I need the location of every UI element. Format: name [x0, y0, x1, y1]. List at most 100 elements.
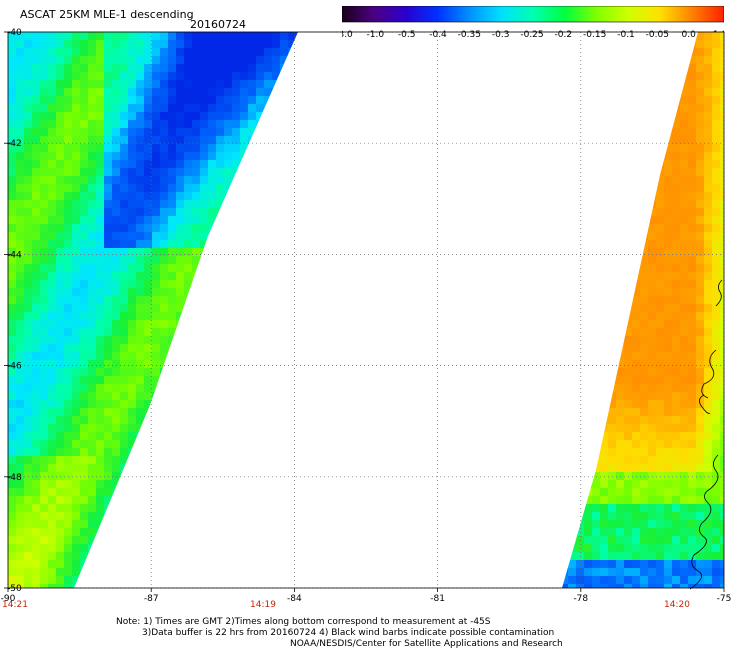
- heatmap-cell: [80, 184, 88, 192]
- heatmap-cell: [664, 144, 672, 152]
- heatmap-cell: [272, 160, 280, 168]
- heatmap-cell: [40, 496, 48, 504]
- heatmap-cell: [264, 192, 272, 200]
- heatmap-cell: [24, 336, 32, 344]
- heatmap-cell: [16, 360, 24, 368]
- heatmap-cell: [104, 184, 112, 192]
- heatmap-cell: [624, 232, 632, 240]
- heatmap-cell: [616, 200, 624, 208]
- heatmap-cell: [200, 512, 208, 520]
- heatmap-cell: [88, 448, 96, 456]
- heatmap-cell: [32, 176, 40, 184]
- heatmap-cell: [296, 152, 298, 160]
- heatmap-cell: [232, 96, 240, 104]
- heatmap-cell: [104, 544, 112, 552]
- heatmap-cell: [712, 136, 720, 144]
- heatmap-cell: [152, 288, 160, 296]
- heatmap-cell: [208, 376, 216, 384]
- heatmap-cell: [248, 72, 256, 80]
- heatmap-cell: [680, 528, 688, 536]
- heatmap-cell: [152, 520, 160, 528]
- heatmap-cell: [64, 400, 72, 408]
- heatmap-cell: [64, 312, 72, 320]
- heatmap-cell: [216, 272, 224, 280]
- heatmap-cell: [696, 408, 704, 416]
- heatmap-cell: [264, 232, 272, 240]
- heatmap-cell: [296, 80, 298, 88]
- heatmap-cell: [32, 384, 40, 392]
- heatmap-cell: [568, 192, 576, 200]
- heatmap-cell: [208, 360, 216, 368]
- heatmap-cell: [584, 416, 592, 424]
- heatmap-cell: [168, 392, 176, 400]
- heatmap-cell: [104, 528, 112, 536]
- heatmap-cell: [32, 264, 40, 272]
- heatmap-cell: [720, 224, 724, 232]
- heatmap-cell: [48, 328, 56, 336]
- heatmap-cell: [144, 424, 152, 432]
- heatmap-cell: [640, 432, 648, 440]
- heatmap-cell: [608, 496, 616, 504]
- heatmap-cell: [200, 144, 208, 152]
- heatmap-cell: [576, 96, 584, 104]
- heatmap-cell: [96, 136, 104, 144]
- heatmap-cell: [112, 112, 120, 120]
- heatmap-cell: [16, 80, 24, 88]
- heatmap-cell: [240, 96, 248, 104]
- heatmap-cell: [720, 88, 724, 96]
- heatmap-cell: [232, 128, 240, 136]
- heatmap-cell: [562, 256, 568, 264]
- heatmap-cell: [704, 360, 712, 368]
- heatmap-cell: [184, 88, 192, 96]
- heatmap-cell: [64, 256, 72, 264]
- heatmap-cell: [32, 72, 40, 80]
- heatmap-cell: [696, 456, 704, 464]
- time-label-mid: 14:19: [250, 600, 276, 610]
- heatmap-cell: [48, 568, 56, 576]
- heatmap-cell: [32, 456, 40, 464]
- heatmap-cell: [272, 104, 280, 112]
- heatmap-cell: [224, 264, 232, 272]
- heatmap-cell: [64, 248, 72, 256]
- heatmap-cell: [688, 40, 696, 48]
- heatmap-cell: [624, 512, 632, 520]
- heatmap-cell: [584, 240, 592, 248]
- heatmap-cell: [288, 168, 296, 176]
- heatmap-cell: [144, 504, 152, 512]
- heatmap-cell: [608, 304, 616, 312]
- heatmap-cell: [88, 248, 96, 256]
- heatmap-cell: [688, 136, 696, 144]
- heatmap-cell: [600, 232, 608, 240]
- heatmap-cell: [704, 40, 712, 48]
- heatmap-cell: [64, 296, 72, 304]
- heatmap-cell: [96, 360, 104, 368]
- heatmap-cell: [632, 544, 640, 552]
- heatmap-cell: [224, 400, 232, 408]
- heatmap-cell: [32, 576, 40, 584]
- heatmap-cell: [712, 432, 720, 440]
- heatmap-cell: [264, 344, 272, 352]
- heatmap-cell: [80, 48, 88, 56]
- heatmap-cell: [688, 48, 696, 56]
- heatmap-cell: [168, 192, 176, 200]
- heatmap-cell: [16, 88, 24, 96]
- heatmap-cell: [32, 296, 40, 304]
- heatmap-cell: [608, 280, 616, 288]
- heatmap-cell: [88, 184, 96, 192]
- heatmap-cell: [104, 416, 112, 424]
- heatmap-cell: [64, 496, 72, 504]
- heatmap-cell: [152, 336, 160, 344]
- heatmap-cell: [24, 520, 32, 528]
- heatmap-cell: [216, 376, 224, 384]
- heatmap-cell: [712, 472, 720, 480]
- heatmap-cell: [16, 328, 24, 336]
- heatmap-cell: [568, 424, 576, 432]
- heatmap-cell: [264, 120, 272, 128]
- heatmap-cell: [88, 96, 96, 104]
- heatmap-cell: [296, 248, 298, 256]
- heatmap-cell: [272, 528, 280, 536]
- heatmap-cell: [656, 576, 664, 584]
- heatmap-cell: [264, 520, 272, 528]
- heatmap-cell: [296, 432, 298, 440]
- heatmap-cell: [104, 424, 112, 432]
